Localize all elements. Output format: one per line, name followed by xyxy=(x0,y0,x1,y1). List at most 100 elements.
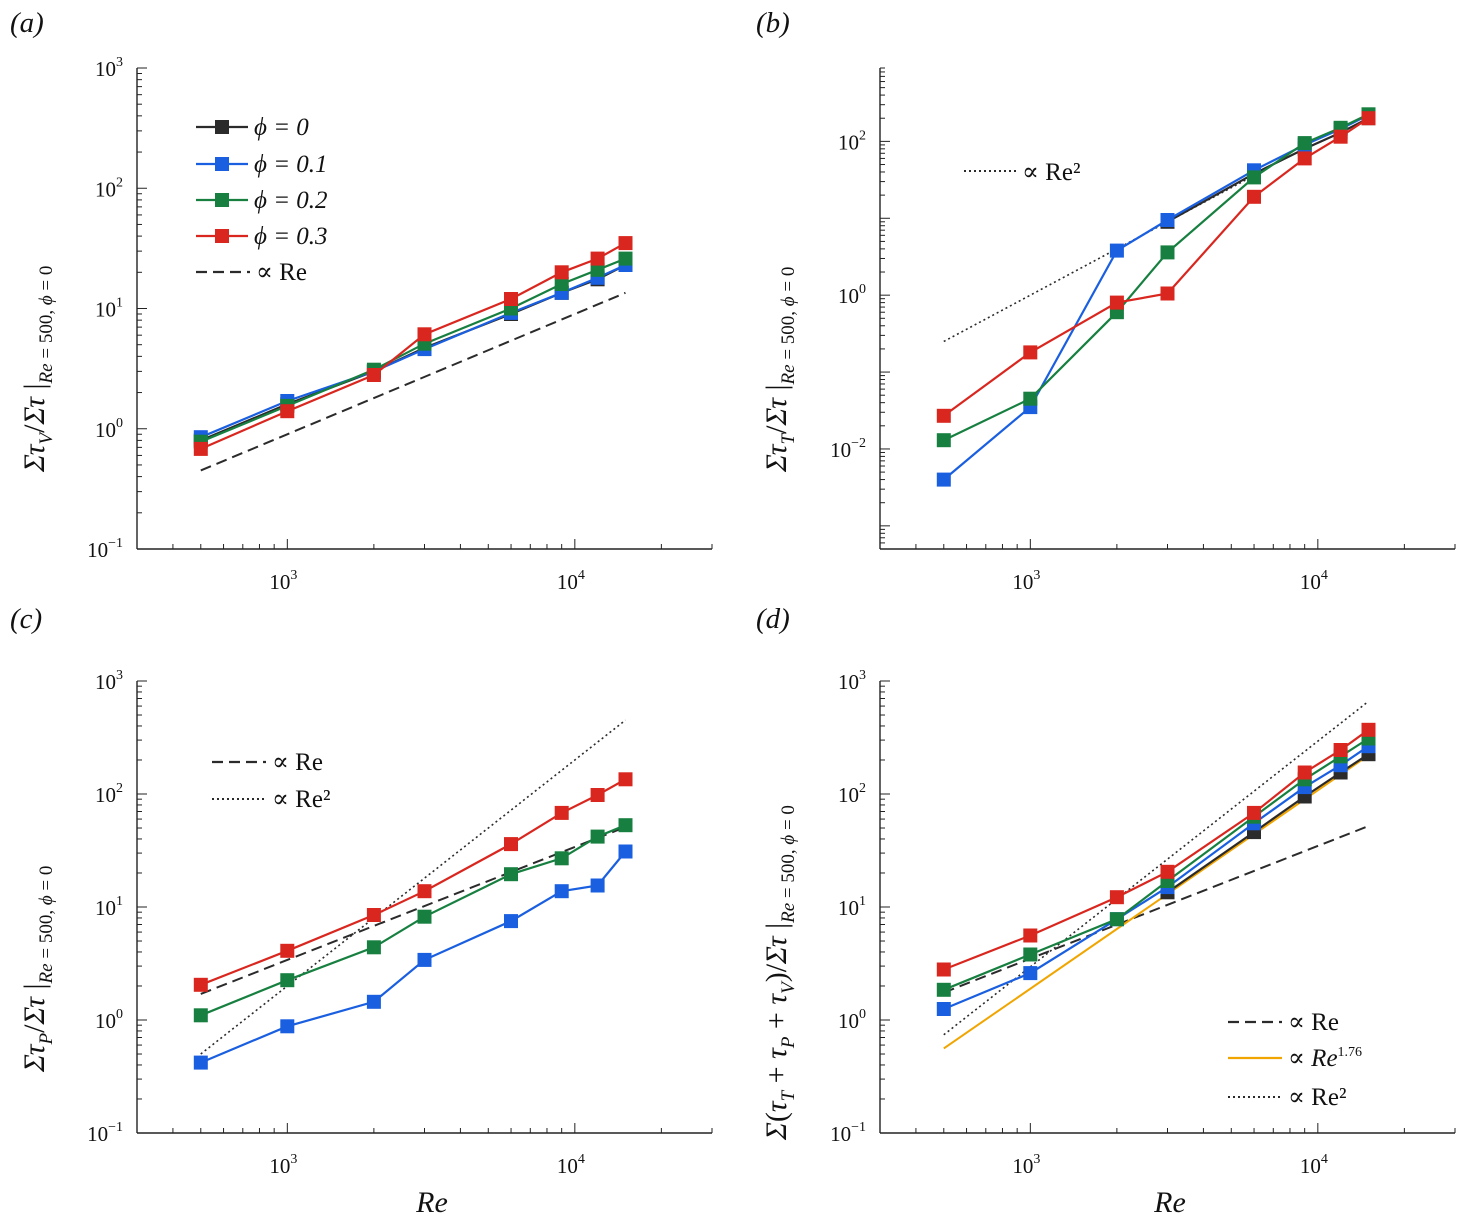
data-point xyxy=(280,404,295,419)
data-point xyxy=(1247,189,1261,204)
data-point xyxy=(554,265,569,280)
panel-c-xlabel: Re xyxy=(415,1186,448,1219)
reference-line-dashed xyxy=(943,825,1369,994)
data-point xyxy=(417,327,432,342)
panel-b-reference-lines xyxy=(943,174,1255,343)
data-point xyxy=(504,914,518,929)
data-point xyxy=(366,994,381,1009)
data-point xyxy=(1361,722,1376,737)
panel-b-ylabel: ΣτT/Στ |Re = 500, ϕ = 0 xyxy=(760,267,799,473)
data-point xyxy=(936,982,951,997)
data-point xyxy=(366,368,381,382)
x-tick-label: 103 xyxy=(1012,1152,1040,1178)
data-point xyxy=(1333,129,1348,144)
data-point xyxy=(590,878,605,893)
series-line xyxy=(200,850,627,1064)
data-point xyxy=(504,837,518,852)
data-point xyxy=(618,818,633,833)
panel-b-series xyxy=(936,107,1376,487)
panel-c-series xyxy=(193,772,633,1070)
legend-marker-phi02 xyxy=(215,193,229,207)
x-tick-label: 103 xyxy=(1012,568,1040,594)
series-03-phi3 xyxy=(193,236,633,456)
legend-label-re: ∝ Re xyxy=(256,259,307,286)
data-point xyxy=(936,433,951,448)
data-point xyxy=(1160,245,1175,260)
panel-d-legend: ∝ Re ∝ Re1.76 ∝ Re² xyxy=(1228,1009,1362,1111)
panel-a-ylabel: ΣτV/Στ |Re = 500, ϕ = 0 xyxy=(18,266,57,473)
panel-c-axes: 10−1 100 101 102 103 103 104 xyxy=(87,668,713,1178)
data-point xyxy=(936,962,951,977)
data-point xyxy=(1023,928,1038,943)
data-point xyxy=(504,867,518,882)
data-point xyxy=(1109,295,1124,310)
y-tick-label: 101 xyxy=(95,296,123,322)
y-tick-label: 102 xyxy=(838,781,866,807)
panel-a-label: (a) xyxy=(10,7,44,39)
data-point xyxy=(554,277,569,291)
y-tick-label: 103 xyxy=(95,668,123,694)
data-point xyxy=(1023,947,1038,962)
data-point xyxy=(417,884,432,899)
data-point xyxy=(1023,391,1038,406)
x-tick-label: 104 xyxy=(1300,1152,1328,1178)
y-tick-label: 100 xyxy=(838,282,866,308)
panel-a-reference-lines xyxy=(200,291,626,472)
y-tick-label: 10−2 xyxy=(830,436,866,462)
data-point xyxy=(618,844,633,859)
legend-label-phi01: ϕ = 0.1 xyxy=(254,151,328,178)
data-point xyxy=(1160,286,1175,301)
data-point xyxy=(366,908,381,922)
y-tick-label: 102 xyxy=(838,128,866,154)
data-point xyxy=(504,292,518,306)
panel-d-series xyxy=(936,722,1376,1016)
panel-a-series xyxy=(193,236,633,456)
x-tick-label: 103 xyxy=(269,1152,297,1178)
legend-label-re2: ∝ Re² xyxy=(1022,159,1080,186)
data-point xyxy=(590,829,605,844)
data-point xyxy=(1160,864,1175,879)
panel-a-legend: ϕ = 0 ϕ = 0.1 ϕ = 0.2 ϕ = 0.3 ∝ Re xyxy=(196,114,328,286)
data-point xyxy=(280,943,295,958)
reference-line-dashed xyxy=(200,826,626,995)
data-point xyxy=(1023,966,1038,981)
data-point xyxy=(1361,111,1376,126)
panel-b-axes: 10−2 100 102 103 104 xyxy=(830,67,1456,594)
y-tick-label: 10−1 xyxy=(87,1120,123,1146)
data-point xyxy=(554,805,569,820)
legend-marker-phi03 xyxy=(215,229,229,243)
x-tick-label: 104 xyxy=(557,568,585,594)
panel-c-reference-lines xyxy=(200,719,626,1055)
legend-label-phi03: ϕ = 0.3 xyxy=(254,223,328,250)
panel-d-axes: 10−1 100 101 102 103 103 104 xyxy=(830,668,1456,1178)
legend-label-re2: ∝ Re² xyxy=(1288,1084,1346,1111)
series-03-phi2 xyxy=(193,772,633,992)
series-01-phi0 xyxy=(193,844,633,1070)
data-point xyxy=(1109,912,1124,927)
legend-label-re2: ∝ Re² xyxy=(272,786,330,813)
panel-d-xlabel: Re xyxy=(1153,1186,1186,1219)
data-point xyxy=(1247,805,1261,820)
y-tick-label: 10−1 xyxy=(830,1120,866,1146)
data-point xyxy=(590,251,605,266)
data-point xyxy=(1109,890,1124,905)
data-point xyxy=(193,441,208,456)
data-point xyxy=(417,952,432,967)
panel-c-label: (c) xyxy=(10,603,42,635)
reference-line-dotted xyxy=(943,174,1255,343)
data-point xyxy=(554,851,569,866)
y-tick-label: 103 xyxy=(838,668,866,694)
panel-b-legend: ∝ Re² xyxy=(964,159,1080,186)
panel-d-label: (d) xyxy=(756,603,790,635)
legend-marker-phi01 xyxy=(215,157,229,171)
data-point xyxy=(590,788,605,802)
panel-c-legend: ∝ Re ∝ Re² xyxy=(212,749,330,813)
data-point xyxy=(1297,136,1312,151)
data-point xyxy=(366,940,381,955)
y-tick-label: 102 xyxy=(95,175,123,201)
data-point xyxy=(280,1019,295,1034)
panel-b-label: (b) xyxy=(756,7,790,39)
x-tick-label: 103 xyxy=(269,568,297,594)
series-03-phi3 xyxy=(936,111,1376,423)
